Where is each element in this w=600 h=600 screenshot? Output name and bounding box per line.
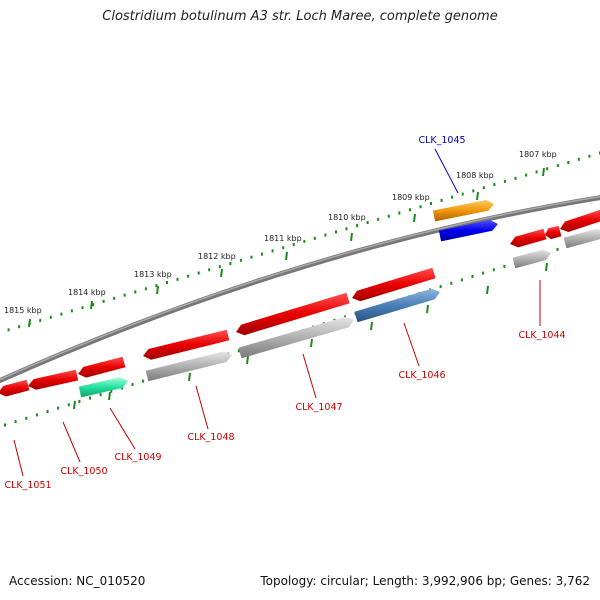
genome-backbone xyxy=(0,195,600,384)
gene-arrow-1047-gray xyxy=(238,316,354,359)
gene-leader-line xyxy=(195,385,209,430)
gene-arrow-1044-gray xyxy=(512,249,551,269)
major-tick xyxy=(108,391,111,401)
upper-tick-row xyxy=(7,151,600,332)
kbp-tick-label: 1810 kbp xyxy=(328,213,366,222)
accession-text: Accession: NC_010520 xyxy=(9,574,146,588)
gene-label-g1051[interactable]: CLK_1051 xyxy=(4,480,51,491)
genome-backbone-highlight xyxy=(0,195,600,381)
gene-label-g1048[interactable]: CLK_1048 xyxy=(187,432,234,443)
kbp-tick-label: 1814 kbp xyxy=(68,288,106,297)
gene-arrow-1046-upper xyxy=(352,267,436,302)
major-tick xyxy=(285,251,288,261)
gene-arrow-1049-upper xyxy=(78,356,126,378)
kbp-tick-label: 1809 kbp xyxy=(392,193,430,202)
gene-arrow-1047-upper xyxy=(236,292,350,336)
kbp-tick-label: 1815 kbp xyxy=(4,306,42,315)
major-tick xyxy=(476,191,479,201)
gene-arrow-right-edge xyxy=(560,209,600,232)
major-tick xyxy=(73,400,76,410)
gene-leader-line xyxy=(109,407,136,450)
gene-arrow-1048-upper xyxy=(143,329,230,360)
kbp-tick-label: 1807 kbp xyxy=(519,150,557,159)
gene-label-g1044[interactable]: CLK_1044 xyxy=(518,330,565,341)
gene-arrow-right-edge-gray xyxy=(563,228,600,249)
gene-arrow-1048-gray xyxy=(145,351,232,382)
gene-label-g1047[interactable]: CLK_1047 xyxy=(295,402,342,413)
gene-leader-line xyxy=(302,353,317,399)
gene-arrow-1044-upper xyxy=(510,228,547,248)
major-tick xyxy=(310,338,313,348)
major-tick xyxy=(542,167,545,177)
map-title: Clostridium botulinum A3 str. Loch Maree… xyxy=(102,9,498,24)
major-tick xyxy=(370,321,373,331)
major-tick xyxy=(545,262,548,272)
gene-label-g1050[interactable]: CLK_1050 xyxy=(60,466,107,477)
gene-label-g1049[interactable]: CLK_1049 xyxy=(114,452,161,463)
gene-label-g1046[interactable]: CLK_1046 xyxy=(398,370,445,381)
genome-summary-text: Topology: circular; Length: 3,992,906 bp… xyxy=(260,574,590,588)
major-tick xyxy=(28,318,31,328)
gene-leader-line xyxy=(434,148,459,194)
gene-arrow-1049-green xyxy=(78,377,128,398)
major-tick xyxy=(350,232,353,242)
major-tick xyxy=(90,300,93,310)
gene-arrow-1045-blue xyxy=(438,220,498,242)
kbp-tick-label: 1808 kbp xyxy=(456,171,494,180)
major-tick xyxy=(156,285,159,295)
major-tick xyxy=(220,268,223,278)
kbp-tick-label: 1812 kbp xyxy=(198,252,236,261)
gene-arrow-small xyxy=(545,225,562,240)
kbp-tick-label: 1811 kbp xyxy=(264,234,302,243)
major-tick xyxy=(426,304,429,314)
major-tick xyxy=(413,213,416,223)
gene-arrow-1046-steel xyxy=(354,288,440,323)
major-tick xyxy=(188,372,191,382)
kbp-tick-label: 1813 kbp xyxy=(134,270,172,279)
gene-arrow-1051 xyxy=(0,379,30,397)
gene-leader-line xyxy=(62,421,81,463)
gene-leader-line xyxy=(403,322,420,367)
gene-arrow-1050 xyxy=(28,369,79,390)
gene-leader-line xyxy=(13,439,24,477)
major-tick xyxy=(246,355,249,365)
major-tick xyxy=(486,285,489,295)
gene-label-g1045[interactable]: CLK_1045 xyxy=(418,135,465,146)
gene-arrow-1045-orange xyxy=(432,200,494,222)
